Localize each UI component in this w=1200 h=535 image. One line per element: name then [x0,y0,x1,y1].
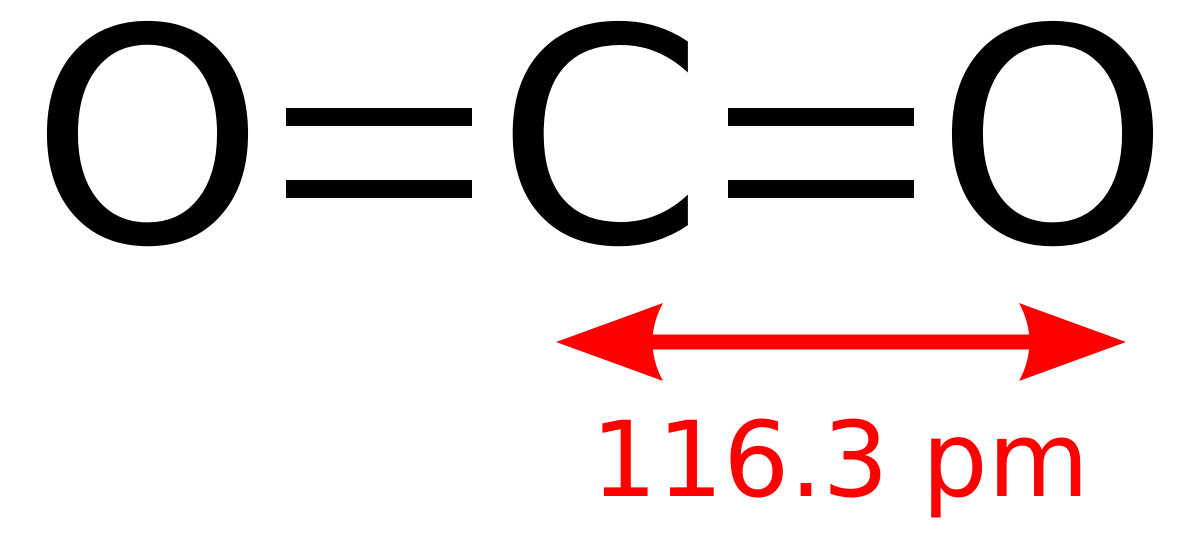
bond-line-upper [728,108,914,126]
arrowhead-left-icon [556,303,663,381]
bond-line-upper [286,108,472,126]
bond-line-lower [728,180,914,198]
bond-line-lower [286,180,472,198]
arrowhead-right-icon [1019,303,1126,381]
bond-length-label: 116.3 pm [590,399,1090,521]
atom-carbon: C [495,0,705,313]
atom-oxygen-right: O [935,0,1170,313]
atom-oxygen-left: O [30,0,265,313]
